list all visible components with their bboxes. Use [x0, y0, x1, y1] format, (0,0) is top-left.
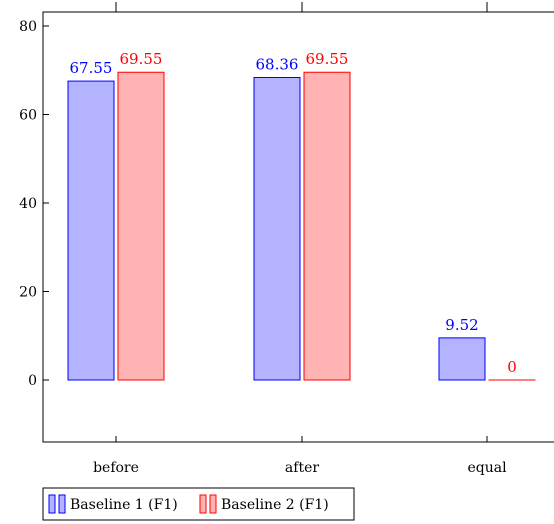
data-label: 67.55 [70, 59, 113, 77]
bars [67, 71, 536, 381]
bar-baseline-1-before [67, 80, 115, 381]
data-label: 0 [507, 358, 517, 376]
data-labels: 67.55 68.36 9.52 69.55 69.55 0 [70, 50, 517, 376]
plot-frame [42, 11, 554, 443]
y-tick-label: 0 [28, 373, 37, 389]
data-label: 69.55 [306, 50, 349, 68]
legend-box [42, 487, 355, 521]
y-axis: 0 20 40 60 80 [19, 19, 49, 389]
y-tick-label: 40 [19, 196, 37, 212]
x-axis: before after equal [93, 2, 507, 476]
x-tick-label: after [285, 460, 319, 476]
data-label: 69.55 [120, 50, 163, 68]
legend-swatch [58, 494, 66, 514]
legend-swatch [209, 494, 217, 514]
legend-label: Baseline 1 (F1) [70, 497, 178, 513]
bar-baseline-1-equal [438, 337, 486, 381]
bar-baseline-1-after [253, 77, 301, 381]
y-tick-label: 80 [19, 19, 37, 35]
data-label: 68.36 [256, 56, 299, 74]
x-tick-label: before [93, 460, 139, 476]
legend-swatch [48, 494, 56, 514]
bar-baseline-2-after [303, 71, 351, 381]
x-tick-label: equal [467, 460, 507, 476]
y-tick-label: 20 [19, 285, 37, 301]
legend-label: Baseline 2 (F1) [221, 497, 329, 513]
y-tick-label: 60 [19, 108, 37, 124]
legend: Baseline 1 (F1) Baseline 2 (F1) [42, 487, 355, 521]
legend-swatch [199, 494, 207, 514]
bar-baseline-2-before [117, 71, 165, 381]
data-label: 9.52 [445, 316, 478, 334]
